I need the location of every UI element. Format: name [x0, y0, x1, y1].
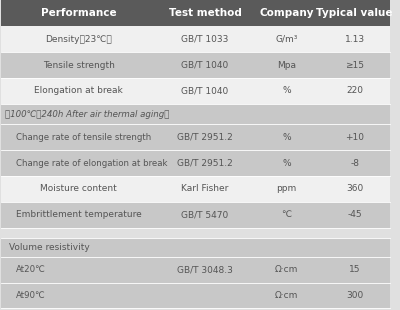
- Text: ℃: ℃: [282, 210, 292, 219]
- Bar: [320, 0, 390, 26]
- Text: Ω·cm: Ω·cm: [275, 291, 298, 300]
- Text: 15: 15: [349, 265, 360, 274]
- Text: %: %: [282, 86, 291, 95]
- Text: %: %: [282, 133, 291, 142]
- Text: +10: +10: [345, 133, 364, 142]
- Text: At20℃: At20℃: [16, 265, 46, 274]
- Text: GB/T 2951.2: GB/T 2951.2: [177, 133, 233, 142]
- Text: Volume resistivity: Volume resistivity: [9, 243, 90, 252]
- Text: GB/T 1033: GB/T 1033: [181, 35, 229, 44]
- Text: Embrittlement temperature: Embrittlement temperature: [16, 210, 142, 219]
- Bar: [1, 26, 390, 52]
- Bar: [1, 238, 390, 257]
- Text: 220: 220: [346, 86, 363, 95]
- Text: Ω·cm: Ω·cm: [275, 265, 298, 274]
- Text: GB/T 1040: GB/T 1040: [181, 60, 229, 69]
- Text: 300: 300: [346, 291, 363, 300]
- Text: Change rate of elongation at break: Change rate of elongation at break: [16, 159, 168, 168]
- Text: -45: -45: [347, 210, 362, 219]
- Text: Test method: Test method: [168, 8, 242, 18]
- Text: 1.13: 1.13: [344, 35, 365, 44]
- Bar: [1, 124, 390, 150]
- Bar: [1, 202, 390, 228]
- Text: G/m³: G/m³: [276, 35, 298, 44]
- Bar: [1, 78, 390, 104]
- Bar: [1, 0, 156, 26]
- Text: At90℃: At90℃: [16, 291, 46, 300]
- Text: Karl Fisher: Karl Fisher: [181, 184, 229, 193]
- Text: GB/T 5470: GB/T 5470: [181, 210, 229, 219]
- Text: Mpa: Mpa: [277, 60, 296, 69]
- Text: Typical value: Typical value: [316, 8, 393, 18]
- Bar: [1, 52, 390, 78]
- Text: -8: -8: [350, 159, 359, 168]
- Text: GB/T 3048.3: GB/T 3048.3: [177, 265, 233, 274]
- Text: Moisture content: Moisture content: [40, 184, 117, 193]
- Text: Change rate of tensile strength: Change rate of tensile strength: [16, 133, 152, 142]
- Bar: [1, 283, 390, 308]
- Text: ≥15: ≥15: [345, 60, 364, 69]
- Text: （100℃．240h After air thermal aging）: （100℃．240h After air thermal aging）: [5, 109, 169, 119]
- Text: Density（23℃）: Density（23℃）: [45, 35, 112, 44]
- Text: Performance: Performance: [41, 8, 116, 18]
- Bar: [1, 257, 390, 283]
- Bar: [1, 104, 390, 124]
- Text: Company: Company: [259, 8, 314, 18]
- Text: %: %: [282, 159, 291, 168]
- Text: GB/T 1040: GB/T 1040: [181, 86, 229, 95]
- Text: Tensile strength: Tensile strength: [43, 60, 114, 69]
- Bar: [156, 0, 254, 26]
- Text: 360: 360: [346, 184, 363, 193]
- Text: GB/T 2951.2: GB/T 2951.2: [177, 159, 233, 168]
- Text: Elongation at break: Elongation at break: [34, 86, 123, 95]
- Bar: [254, 0, 320, 26]
- Text: ppm: ppm: [276, 184, 297, 193]
- Bar: [1, 228, 390, 238]
- Bar: [1, 150, 390, 176]
- Bar: [1, 176, 390, 202]
